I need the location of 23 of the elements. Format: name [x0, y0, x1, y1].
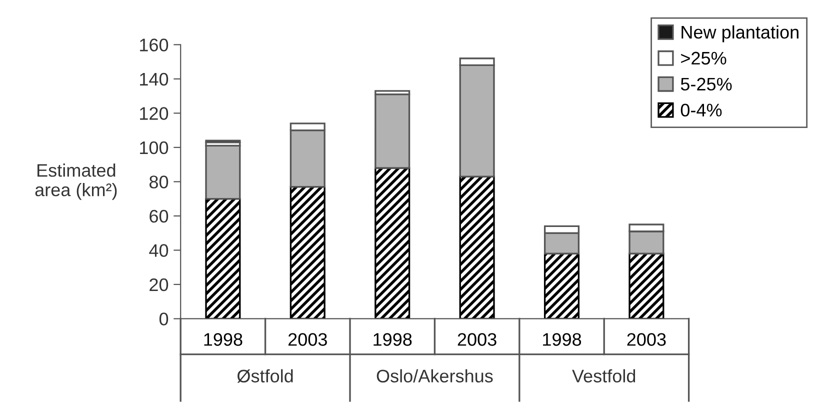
x-tick-label: 2003: [627, 333, 666, 346]
legend-label: 0-4%: [680, 104, 722, 117]
y-tick-label: 140: [140, 72, 168, 86]
x-tick-label: 1998: [543, 333, 582, 346]
x-tick-label: 1998: [204, 333, 242, 346]
text: Østfold: [237, 369, 293, 383]
y-axis-title: Estimated area (km²): [35, 164, 117, 200]
y-tick-label: 160: [140, 38, 168, 52]
legend-label: New plantation: [682, 25, 798, 42]
y-tick-label: 20: [150, 278, 168, 292]
x-tick-label: 1998: [374, 333, 412, 346]
text: Oslo/Akershus: [376, 369, 493, 382]
legend-label: >25%: [681, 52, 726, 65]
y-tick-label: 0: [159, 312, 168, 326]
y-tick-label: 80: [150, 176, 168, 188]
text: Vestfold: [572, 369, 636, 382]
x-tick-label: 2003: [458, 333, 496, 346]
y-tick-label: 120: [140, 107, 168, 120]
y-tick-label: 100: [140, 141, 168, 154]
y-tick-label: 60: [150, 210, 168, 223]
x-tick-label: 2003: [288, 333, 327, 346]
y-tick-label: 40: [149, 244, 168, 257]
legend-label: 5-25%: [680, 78, 732, 91]
